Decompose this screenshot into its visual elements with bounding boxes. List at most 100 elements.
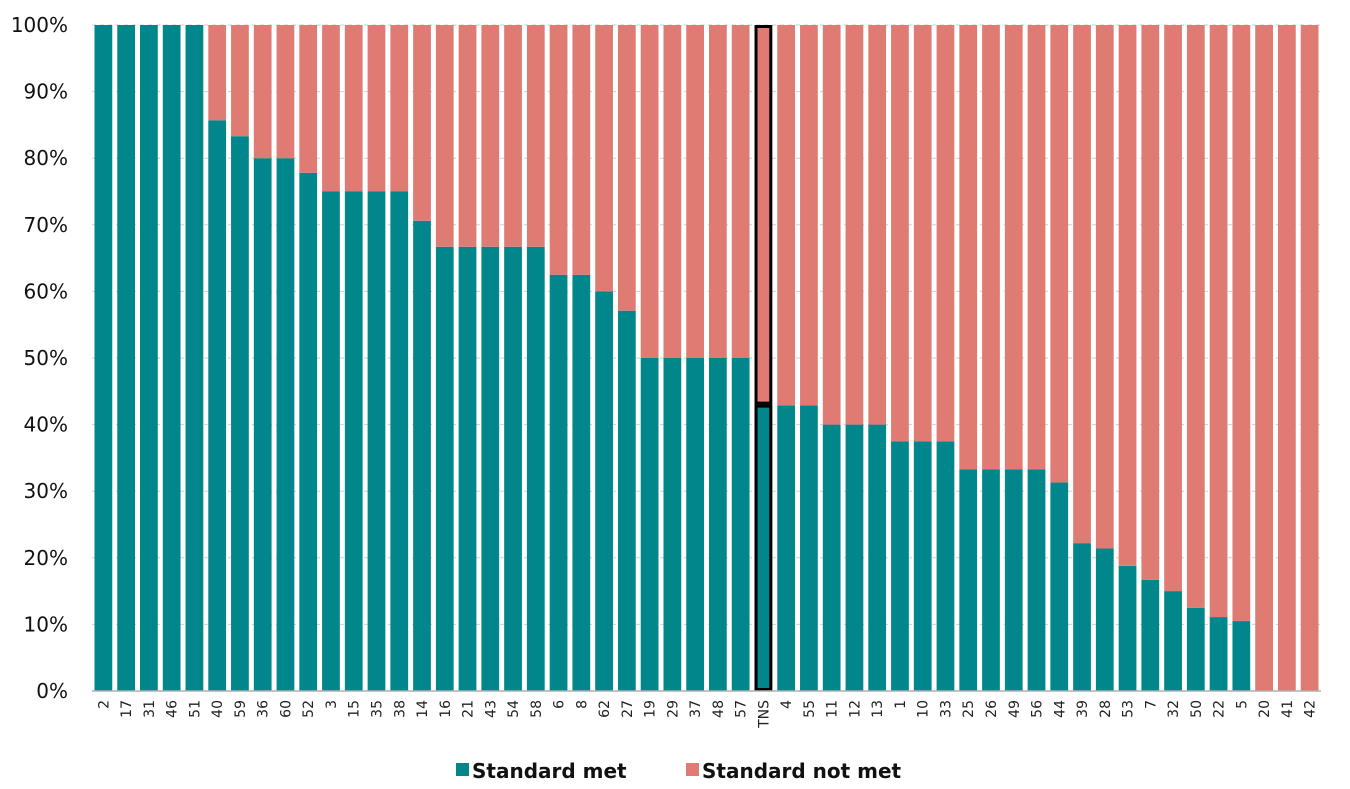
bar-standard-met — [959, 469, 978, 691]
bar-standard-met — [572, 274, 591, 691]
x-tick-label: 62 — [597, 700, 613, 718]
bar-standard-met — [709, 358, 727, 691]
x-tick-label: 37 — [688, 700, 704, 718]
bar-standard-met — [1027, 469, 1046, 691]
y-tick-label: 30% — [24, 479, 68, 503]
y-tick-label: 10% — [24, 612, 68, 636]
bar-standard-not-met — [344, 25, 363, 192]
bar-standard-not-met — [1004, 25, 1023, 470]
bar-standard-not-met — [868, 25, 887, 425]
x-tick-label: 53 — [1121, 700, 1137, 718]
y-tick-label: 90% — [24, 80, 68, 104]
x-tick-label: 10 — [916, 700, 932, 718]
y-tick-label: 20% — [24, 546, 68, 570]
y-tick-label: 70% — [24, 213, 68, 237]
x-tick-label: 2 — [96, 700, 112, 709]
x-tick-label: 11 — [825, 700, 841, 718]
bar-standard-met — [595, 291, 613, 691]
bar-standard-met — [1164, 591, 1182, 691]
bar-standard-met — [1118, 565, 1137, 691]
bar-standard-not-met — [1141, 25, 1160, 580]
x-tick-label: 54 — [506, 700, 522, 718]
x-tick-label: 33 — [938, 700, 954, 718]
bar-standard-met — [663, 358, 682, 691]
bar-standard-met — [891, 441, 909, 691]
bar-standard-not-met — [1300, 25, 1319, 691]
x-tick-label: 4 — [779, 700, 795, 709]
x-tick-label: 28 — [1098, 700, 1114, 718]
bar-standard-not-met — [1209, 25, 1228, 618]
bar-standard-met — [936, 441, 955, 691]
x-tick-label: 52 — [301, 700, 317, 718]
x-tick-label: 46 — [165, 700, 181, 718]
bar-standard-met — [253, 158, 272, 691]
bar-standard-met — [822, 424, 841, 691]
bar-standard-met — [435, 246, 454, 691]
bar-standard-not-met — [1118, 25, 1137, 566]
bar-standard-met — [276, 158, 295, 691]
y-axis-tick-labels: 0% 10% 20% 30% 40% 50% 60% 70% 80% 90% 100% — [11, 13, 68, 703]
bar-standard-not-met — [231, 25, 249, 137]
bar-standard-met — [1232, 621, 1251, 691]
bar-standard-not-met — [686, 25, 704, 358]
x-tick-label: 48 — [711, 700, 727, 718]
bar-standard-not-met — [1050, 25, 1069, 483]
bar-standard-met — [1004, 469, 1023, 691]
x-tick-label: 44 — [1052, 700, 1068, 718]
bar-standard-met — [117, 25, 136, 691]
bar-standard-met — [504, 246, 522, 691]
bars — [94, 25, 1319, 692]
x-tick-label: 36 — [256, 700, 272, 718]
bar-standard-not-met — [959, 25, 978, 470]
x-tick-label: 39 — [1075, 700, 1091, 718]
x-tick-label: 16 — [438, 700, 454, 718]
x-tick-label: 49 — [1007, 700, 1023, 718]
x-tick-label: 31 — [142, 700, 158, 718]
bar-standard-met — [526, 246, 545, 691]
bar-standard-not-met — [1277, 25, 1296, 691]
bar-standard-met — [913, 441, 932, 691]
x-tick-label: 55 — [802, 700, 818, 718]
y-tick-label: 40% — [24, 413, 68, 437]
highlight-outline-not-met — [754, 25, 773, 405]
bar-standard-not-met — [754, 25, 773, 405]
bar-standard-not-met — [982, 25, 1000, 470]
bar-standard-not-met — [413, 25, 431, 221]
bar-standard-not-met — [549, 25, 568, 275]
bar-standard-not-met — [253, 25, 272, 159]
bar-standard-not-met — [1073, 25, 1091, 544]
x-tick-label: 41 — [1280, 700, 1296, 718]
bar-standard-met — [458, 246, 477, 691]
bar-standard-not-met — [800, 25, 818, 406]
x-tick-label: 43 — [483, 700, 499, 718]
bar-standard-met — [367, 191, 386, 691]
bar-standard-not-met — [481, 25, 500, 247]
bar-standard-not-met — [526, 25, 545, 247]
x-tick-label: 5 — [1234, 700, 1250, 709]
bar-standard-not-met — [208, 25, 227, 121]
bar-standard-not-met — [891, 25, 909, 442]
bar-standard-met — [1141, 579, 1160, 691]
bar-standard-met — [1186, 607, 1205, 691]
bar-standard-not-met — [663, 25, 682, 358]
bar-standard-met — [390, 191, 409, 691]
legend-label-standard-not-met: Standard not met — [702, 759, 902, 783]
x-tick-label: 1 — [893, 700, 909, 709]
bar-standard-not-met — [367, 25, 386, 192]
x-tick-label: 51 — [187, 700, 203, 718]
bar-standard-met — [754, 404, 773, 691]
highlight-outline-met — [754, 404, 773, 691]
y-tick-label: 50% — [24, 346, 68, 370]
bar-standard-met — [549, 274, 568, 691]
x-tick-label: 57 — [734, 700, 750, 718]
bar-standard-met — [686, 358, 704, 691]
bar-standard-met — [1050, 482, 1069, 691]
x-tick-label: 40 — [210, 700, 226, 718]
bar-standard-met — [231, 136, 249, 692]
bar-standard-met — [140, 25, 158, 691]
x-tick-label: 60 — [278, 700, 294, 718]
bar-standard-not-met — [1255, 25, 1273, 691]
bar-standard-met — [413, 220, 431, 691]
